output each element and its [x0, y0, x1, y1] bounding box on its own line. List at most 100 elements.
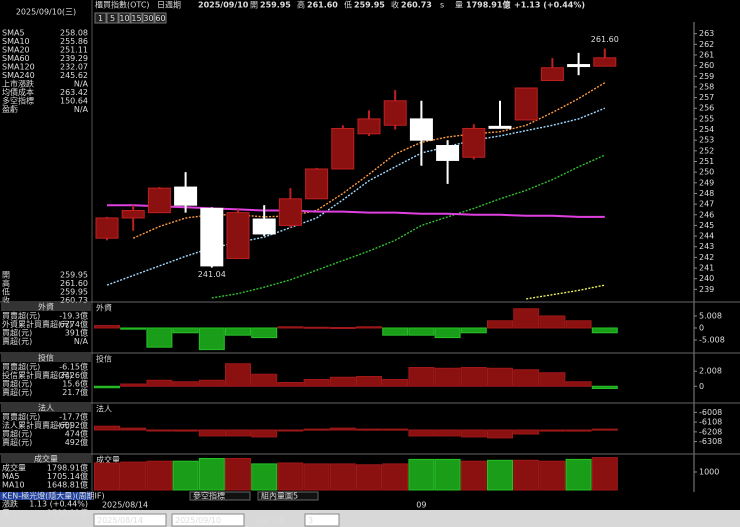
reserve: 保留空間: [253, 515, 285, 525]
panel-row-value: 1705.14億: [47, 471, 88, 481]
bar: [565, 381, 592, 387]
date-input-value: 2025/09/10: [175, 516, 221, 525]
period-button[interactable]: [142, 12, 155, 24]
bar: [225, 457, 251, 491]
panel-row-label: 買賣超(元): [2, 412, 40, 422]
bar: [460, 429, 487, 438]
bar: [329, 376, 356, 387]
bar: [172, 381, 199, 387]
period-button[interactable]: [106, 12, 119, 24]
bar: [120, 427, 147, 431]
candle-body: [488, 125, 512, 129]
period-button[interactable]: [154, 12, 167, 24]
bar: [408, 367, 435, 387]
bar: [251, 373, 278, 387]
y-tick-label: 262: [699, 40, 714, 49]
date-input[interactable]: [93, 513, 167, 527]
panel-box-title: 外資: [38, 302, 54, 312]
period-button[interactable]: [118, 12, 131, 24]
bar: [94, 462, 120, 491]
panel-box-title: 法人: [38, 403, 54, 413]
candle-body: [409, 118, 433, 141]
bar: [94, 425, 120, 431]
period-button[interactable]: [94, 12, 107, 24]
bar: [356, 376, 382, 387]
stat-value: N/A: [74, 105, 89, 114]
period: 日週期: [157, 1, 181, 10]
bar: [198, 429, 225, 437]
bar: [356, 326, 382, 329]
y-tick-label: 247: [699, 200, 714, 209]
reserve-input[interactable]: [304, 513, 340, 527]
bar: [198, 327, 225, 351]
bar: [487, 367, 513, 387]
change-label: 漲跌: [2, 499, 18, 509]
select[interactable]: [257, 491, 319, 501]
date-input-value: 2025/08/14: [97, 516, 143, 525]
bar: [251, 429, 278, 438]
ma-line: [526, 284, 605, 300]
ohlc-label: 開: [250, 1, 258, 10]
bar: [225, 429, 251, 437]
ohlc-label: 低: [344, 0, 352, 10]
bar: [565, 458, 592, 491]
panel-row-value: 15.6億: [62, 379, 88, 389]
annotation: 241.04: [198, 270, 226, 279]
panel-box-title-bg: [1, 354, 91, 362]
ohlc-label: 開: [2, 271, 10, 280]
candle-body: [357, 118, 381, 135]
bar: [329, 327, 356, 329]
bar: [251, 327, 278, 339]
header-bar: [92, 0, 740, 10]
y-tick-label: 259: [699, 72, 714, 81]
y-tick-label: 241: [699, 264, 714, 273]
select[interactable]: [189, 491, 251, 501]
candle-body: [514, 87, 538, 121]
y-tick-label: 258: [699, 82, 714, 91]
bar: [172, 429, 199, 432]
bar: [408, 458, 435, 491]
bar: [94, 325, 120, 329]
panel-row-value: N/A: [74, 337, 89, 346]
period-button-label: 60: [155, 14, 165, 23]
panel-row-label: 外資累計買賣超(元): [2, 319, 72, 329]
y-tick-label: 253: [699, 136, 714, 145]
bar: [565, 429, 592, 432]
ma-value: 251.11: [60, 46, 88, 55]
panel-row-label: MA10: [2, 481, 25, 490]
bar: [539, 429, 566, 432]
flag: s: [440, 1, 444, 10]
ohlc-value: 259.95: [60, 271, 88, 280]
ma-line: [107, 204, 605, 218]
bar: [146, 429, 173, 432]
bar: [408, 327, 435, 336]
ohlc-value: 259.95: [60, 288, 88, 297]
panel-row-label: 成交量: [2, 463, 26, 473]
period-button[interactable]: [130, 12, 143, 24]
stat-label: 多空指標: [2, 96, 34, 106]
period-button-label: 5: [110, 14, 115, 23]
y-tick-label: -6208: [699, 427, 722, 436]
date-input[interactable]: [171, 513, 245, 527]
bar: [565, 320, 592, 329]
bar: [591, 385, 618, 389]
ma-value: 255.86: [60, 37, 88, 46]
stat-value: 263.42: [60, 88, 88, 97]
bar: [329, 427, 356, 431]
y-tick-label: 245: [699, 221, 714, 230]
panel-title: 成交量: [96, 455, 120, 465]
y-tick-label: -6308: [699, 437, 722, 446]
panel-row-value: -6092億: [57, 420, 88, 430]
candle-body: [593, 57, 617, 67]
bar: [146, 379, 173, 387]
panel-row-label: 賣超(元): [2, 387, 32, 397]
bar: [382, 379, 409, 387]
candle-body: [147, 187, 171, 214]
indicator-bar: [0, 492, 92, 500]
candle-body: [252, 218, 276, 235]
bar: [513, 459, 540, 491]
bar: [277, 382, 304, 387]
bar: [460, 327, 487, 334]
